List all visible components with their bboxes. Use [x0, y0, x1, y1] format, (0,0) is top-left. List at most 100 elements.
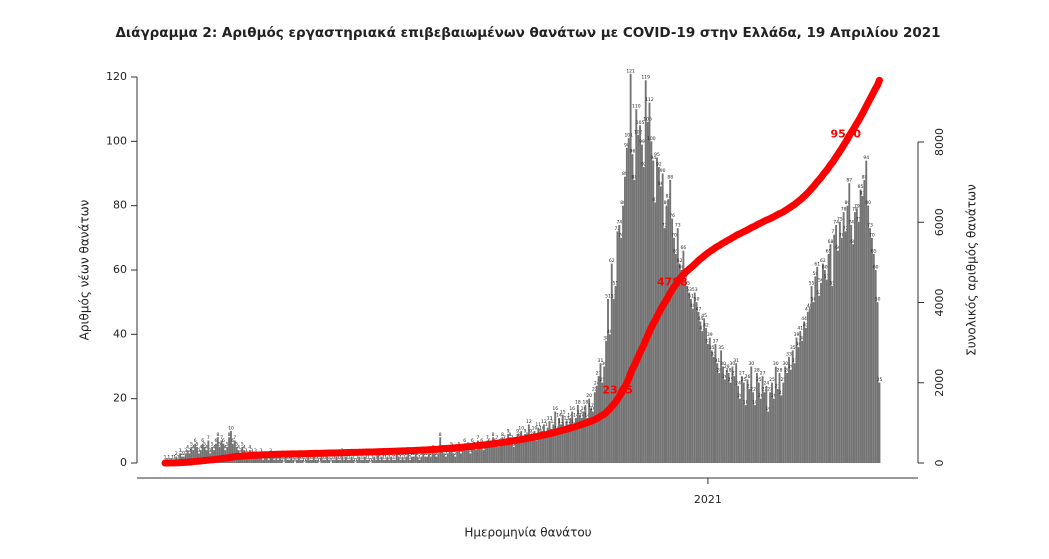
bar [605, 340, 608, 463]
bar [539, 434, 542, 463]
bar [669, 179, 672, 463]
bar-value-label: 73 [867, 223, 873, 229]
bar-value-label: 62 [677, 258, 683, 264]
bar-value-label: 1 [299, 454, 302, 460]
bar [320, 456, 323, 463]
bar [412, 456, 415, 463]
bar [262, 459, 264, 463]
bar-value-label: 100 [647, 136, 656, 142]
bar [280, 459, 283, 463]
bar-value-label: 8 [518, 432, 521, 438]
bar-value-label: 1 [361, 454, 364, 460]
bar-value-label: 24 [763, 380, 769, 386]
bar-value-label: 4 [243, 445, 246, 451]
bar [712, 356, 715, 463]
bar-value-label: 16 [590, 406, 596, 412]
bar-value-label: 25 [599, 377, 605, 383]
bar [778, 372, 781, 463]
bar-value-label: 0 [294, 458, 297, 464]
bar [301, 459, 304, 463]
bar-value-label: 1 [305, 454, 308, 460]
bar [544, 437, 547, 463]
bar [774, 366, 777, 463]
bar [388, 459, 391, 463]
bar-value-label: 48 [807, 303, 813, 309]
bar [584, 405, 587, 463]
y2-tick-label: 0 [933, 460, 946, 467]
bar [361, 459, 364, 463]
bar-value-label: 1 [346, 454, 349, 460]
bar [228, 437, 231, 463]
bar [490, 446, 493, 463]
bar [516, 434, 519, 463]
bar-value-label: 37 [705, 338, 711, 344]
bar [184, 453, 187, 463]
bar-value-label: 8 [526, 432, 529, 438]
bar-value-label: 20 [758, 393, 764, 399]
bar [744, 405, 747, 463]
bar-value-label: 28 [777, 367, 783, 373]
bar [426, 456, 428, 463]
bar-value-label: 88 [667, 174, 673, 180]
bar [375, 459, 378, 463]
bar-value-label: 22 [767, 387, 773, 393]
bar-value-label: 10 [532, 425, 538, 431]
bar-value-label: 27 [596, 371, 602, 377]
bar [550, 434, 553, 463]
bar [509, 437, 511, 463]
bar-value-label: 11 [545, 422, 551, 428]
bar-value-label: 25 [741, 377, 747, 383]
bar-value-label: 0 [282, 458, 285, 464]
bar [820, 282, 822, 463]
bar [590, 408, 592, 463]
bar [520, 430, 523, 463]
bar-value-label: 1 [384, 454, 387, 460]
bar [556, 430, 559, 463]
bar [531, 437, 534, 463]
bar [788, 356, 790, 463]
bar-value-label: 99 [639, 139, 645, 145]
bar [729, 382, 732, 463]
bar [286, 459, 289, 463]
bar [648, 102, 651, 463]
bar-value-label: 2 [429, 451, 432, 457]
bar-value-label: 90 [660, 168, 666, 174]
bar-value-label: 5 [203, 441, 206, 447]
bar-value-label: 1 [367, 454, 370, 460]
x-tick-label: 2021 [694, 493, 722, 506]
bar [735, 363, 738, 463]
bar [612, 298, 615, 463]
bar-value-label: 44 [698, 316, 704, 322]
bar-value-label: 1 [382, 454, 385, 460]
bar [865, 160, 868, 463]
bar-value-label: 1 [348, 454, 351, 460]
bar-value-label: 2 [444, 451, 447, 457]
bar-value-label: 2 [420, 451, 423, 457]
bar [337, 459, 340, 463]
bar [667, 199, 670, 463]
bar-value-label: 1 [375, 454, 378, 460]
bar [352, 459, 355, 463]
bar-value-label: 27 [760, 371, 766, 377]
bar [752, 392, 755, 463]
bar [418, 459, 421, 463]
bar-value-label: 30 [748, 361, 754, 367]
bar-value-label: 31 [792, 358, 798, 364]
bar [761, 376, 764, 463]
bar-value-label: 18 [752, 400, 758, 406]
bar-value-label: 12 [571, 419, 577, 425]
bar [723, 379, 726, 463]
bar [697, 311, 700, 463]
bar [448, 450, 451, 463]
bar [818, 295, 821, 463]
bar [789, 369, 792, 463]
bar-value-label: 12 [566, 419, 572, 425]
bar [844, 231, 847, 463]
bar-value-label: 1 [418, 454, 421, 460]
bar [441, 450, 444, 463]
bar [558, 417, 560, 463]
bar [799, 331, 802, 463]
bar [409, 459, 412, 463]
bar-value-label: 2 [454, 451, 457, 457]
bar-value-label: 60 [679, 265, 685, 271]
